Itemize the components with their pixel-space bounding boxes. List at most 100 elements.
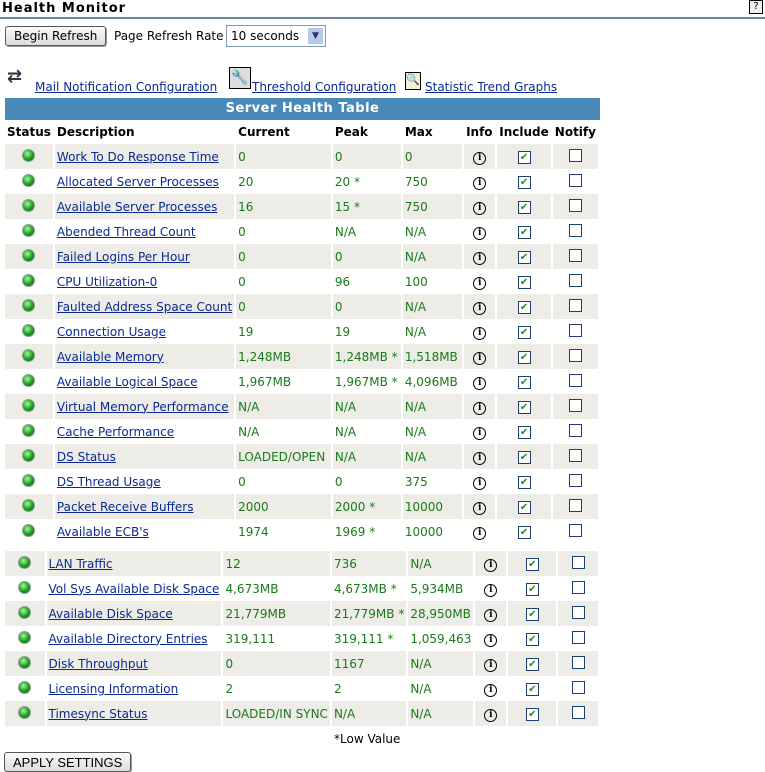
include-checkbox[interactable]: ✔ [517, 151, 531, 164]
include-checkbox[interactable]: ✔ [517, 351, 531, 364]
description-link[interactable]: Failed Logins Per Hour [56, 249, 190, 264]
info-icon[interactable]: i [473, 426, 487, 440]
info-icon[interactable]: i [473, 526, 487, 540]
info-icon[interactable]: i [473, 301, 487, 315]
include-checkbox[interactable]: ✔ [517, 226, 531, 239]
description-link[interactable]: Available Directory Entries [48, 631, 208, 646]
notify-checkbox[interactable] [568, 348, 582, 362]
apply-settings-button[interactable]: APPLY SETTINGS [4, 752, 132, 772]
include-checkbox[interactable]: ✔ [517, 451, 531, 464]
description-link[interactable]: Available Disk Space [48, 606, 173, 621]
mail-notification-link[interactable]: Mail Notification Configuration [35, 80, 218, 94]
include-checkbox[interactable]: ✔ [517, 476, 531, 489]
info-icon[interactable]: i [484, 558, 498, 572]
notify-checkbox[interactable] [568, 398, 582, 412]
info-icon[interactable]: i [473, 476, 487, 490]
description-link[interactable]: Cache Performance [56, 424, 175, 439]
info-icon[interactable]: i [473, 151, 487, 165]
chevron-down-icon[interactable]: ▼ [308, 28, 323, 44]
include-checkbox[interactable]: ✔ [525, 658, 539, 671]
notify-checkbox[interactable] [568, 273, 582, 287]
include-checkbox[interactable]: ✔ [517, 526, 531, 539]
info-icon[interactable]: i [484, 583, 498, 597]
include-checkbox[interactable]: ✔ [517, 401, 531, 414]
notify-checkbox[interactable] [568, 498, 582, 512]
notify-checkbox[interactable] [568, 373, 582, 387]
statistic-trend-graphs-link[interactable]: Statistic Trend Graphs [425, 80, 558, 94]
notify-checkbox[interactable] [568, 448, 582, 462]
help-icon[interactable]: ? [749, 0, 763, 14]
description-link[interactable]: DS Status [56, 449, 116, 464]
notify-checkbox[interactable] [568, 198, 582, 212]
include-checkbox[interactable]: ✔ [517, 251, 531, 264]
notify-checkbox[interactable] [571, 705, 585, 719]
notify-checkbox[interactable] [568, 223, 582, 237]
info-icon[interactable]: i [473, 401, 487, 415]
notify-checkbox[interactable] [571, 680, 585, 694]
description-link[interactable]: Available Memory [56, 349, 164, 364]
include-checkbox[interactable]: ✔ [517, 176, 531, 189]
description-link[interactable]: Licensing Information [48, 681, 179, 696]
description-link[interactable]: CPU Utilization-0 [56, 274, 158, 289]
include-checkbox[interactable]: ✔ [517, 326, 531, 339]
description-link[interactable]: Connection Usage [56, 324, 167, 339]
include-checkbox[interactable]: ✔ [525, 708, 539, 721]
description-link[interactable]: Timesync Status [48, 706, 148, 721]
description-link[interactable]: Faulted Address Space Count [56, 299, 233, 314]
description-link[interactable]: Available Server Processes [56, 199, 218, 214]
include-checkbox[interactable]: ✔ [517, 426, 531, 439]
description-link[interactable]: Virtual Memory Performance [56, 399, 229, 414]
threshold-configuration-link[interactable]: Threshold Configuration [252, 80, 397, 94]
include-checkbox[interactable]: ✔ [525, 558, 539, 571]
magnifier-icon[interactable]: 🔍 [405, 72, 421, 90]
info-icon[interactable]: i [484, 708, 498, 722]
description-link[interactable]: Vol Sys Available Disk Space [48, 581, 220, 596]
include-checkbox[interactable]: ✔ [517, 376, 531, 389]
notify-checkbox[interactable] [568, 173, 582, 187]
notify-checkbox[interactable] [571, 655, 585, 669]
description-link[interactable]: Work To Do Response Time [56, 149, 219, 164]
notify-checkbox[interactable] [568, 523, 582, 537]
refresh-rate-select[interactable]: 10 seconds ▼ [226, 25, 326, 47]
info-icon[interactable]: i [473, 276, 487, 290]
notify-checkbox[interactable] [568, 323, 582, 337]
include-checkbox[interactable]: ✔ [517, 501, 531, 514]
notify-checkbox[interactable] [568, 423, 582, 437]
include-checkbox[interactable]: ✔ [517, 276, 531, 289]
description-link[interactable]: Available ECB's [56, 524, 149, 539]
info-icon[interactable]: i [473, 251, 487, 265]
include-checkbox[interactable]: ✔ [525, 608, 539, 621]
info-icon[interactable]: i [484, 658, 498, 672]
notify-checkbox[interactable] [568, 473, 582, 487]
info-icon[interactable]: i [473, 451, 487, 465]
include-checkbox[interactable]: ✔ [517, 201, 531, 214]
info-icon[interactable]: i [484, 633, 498, 647]
notify-checkbox[interactable] [571, 630, 585, 644]
include-checkbox[interactable]: ✔ [525, 683, 539, 696]
info-icon[interactable]: i [473, 326, 487, 340]
info-icon[interactable]: i [473, 176, 487, 190]
info-icon[interactable]: i [473, 376, 487, 390]
notify-checkbox[interactable] [568, 148, 582, 162]
description-link[interactable]: LAN Traffic [48, 556, 113, 571]
notify-checkbox[interactable] [568, 248, 582, 262]
info-icon[interactable]: i [473, 501, 487, 515]
description-link[interactable]: Allocated Server Processes [56, 174, 219, 189]
notify-checkbox[interactable] [571, 555, 585, 569]
notify-checkbox[interactable] [571, 580, 585, 594]
info-icon[interactable]: i [473, 201, 487, 215]
description-link[interactable]: Available Logical Space [56, 374, 198, 389]
notify-checkbox[interactable] [568, 298, 582, 312]
begin-refresh-button[interactable]: Begin Refresh [5, 26, 107, 46]
wrench-icon[interactable]: 🔧 [229, 67, 251, 89]
info-icon[interactable]: i [484, 683, 498, 697]
include-checkbox[interactable]: ✔ [525, 583, 539, 596]
description-link[interactable]: DS Thread Usage [56, 474, 161, 489]
description-link[interactable]: Disk Throughput [48, 656, 148, 671]
info-icon[interactable]: i [473, 226, 487, 240]
include-checkbox[interactable]: ✔ [517, 301, 531, 314]
description-link[interactable]: Abended Thread Count [56, 224, 196, 239]
info-icon[interactable]: i [473, 351, 487, 365]
notify-checkbox[interactable] [571, 605, 585, 619]
mail-icon[interactable]: ⇄ [7, 66, 23, 87]
